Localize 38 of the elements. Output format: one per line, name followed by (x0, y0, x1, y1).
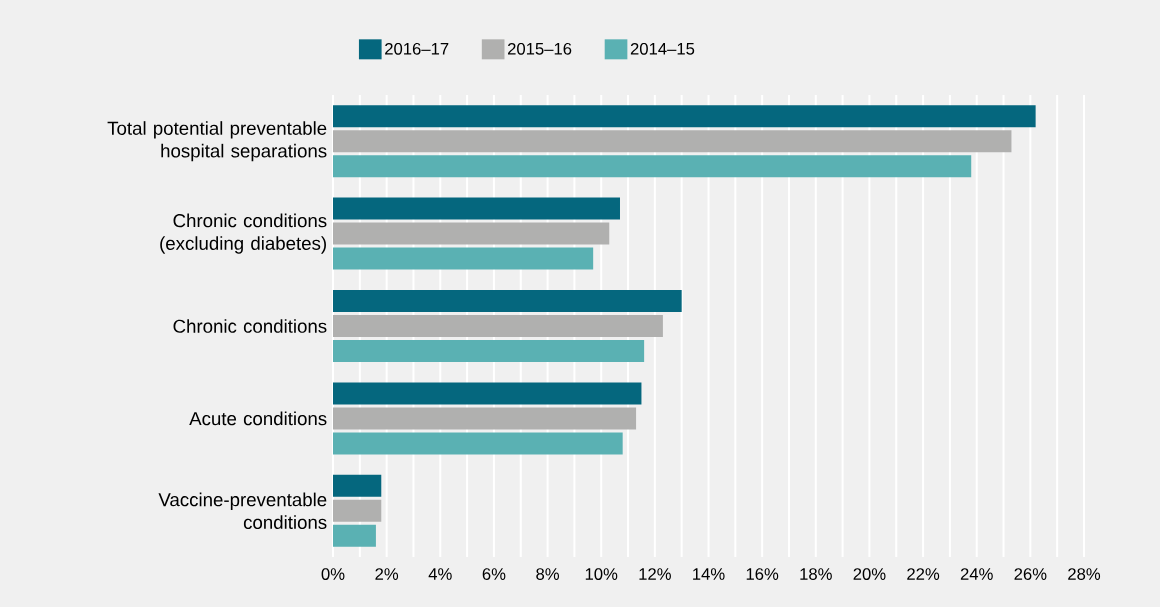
y-tick-label: Acute conditions (189, 411, 327, 426)
bar (333, 105, 1036, 128)
x-tick-label: 22% (907, 568, 940, 580)
x-tick-label: 6% (482, 568, 506, 580)
y-tick-label: Chronic conditions (excluding diabetes) (160, 213, 327, 254)
bar (333, 155, 972, 178)
legend-label: 2015–16 (507, 42, 572, 55)
bar (333, 499, 382, 522)
y-tick-label: Chronic conditions (173, 319, 327, 333)
bar (333, 197, 620, 220)
x-tick-label: 28% (1068, 568, 1101, 580)
bar (333, 340, 645, 363)
legend-label: 2014–15 (630, 42, 695, 55)
x-tick-label: 12% (639, 568, 671, 580)
bar (333, 290, 682, 312)
x-tick-label: 10% (585, 568, 618, 580)
x-tick-label: 8% (536, 568, 560, 580)
legend-label: 2016–17 (385, 42, 449, 55)
x-tick-label: 0% (321, 568, 345, 580)
x-tick-label: 14% (693, 568, 725, 580)
bar (333, 474, 382, 497)
x-tick-label: 4% (428, 568, 452, 580)
y-tick-label: Total potential preventable hospital separations (107, 121, 327, 162)
bar (333, 524, 376, 547)
bar (333, 432, 623, 455)
bar (333, 407, 637, 430)
bar (333, 315, 663, 337)
bar (333, 222, 610, 245)
bar (333, 247, 594, 270)
x-tick-label: 2% (375, 568, 399, 580)
x-tick-label: 18% (800, 568, 832, 580)
bar (333, 382, 642, 405)
x-tick-label: 24% (960, 568, 993, 580)
x-tick-label: 20% (853, 568, 886, 580)
bar (333, 130, 1012, 153)
x-tick-label: 26% (1014, 568, 1047, 580)
y-tick-label: Vaccine-preventable conditions (158, 492, 327, 529)
x-tick-label: 16% (746, 568, 779, 580)
